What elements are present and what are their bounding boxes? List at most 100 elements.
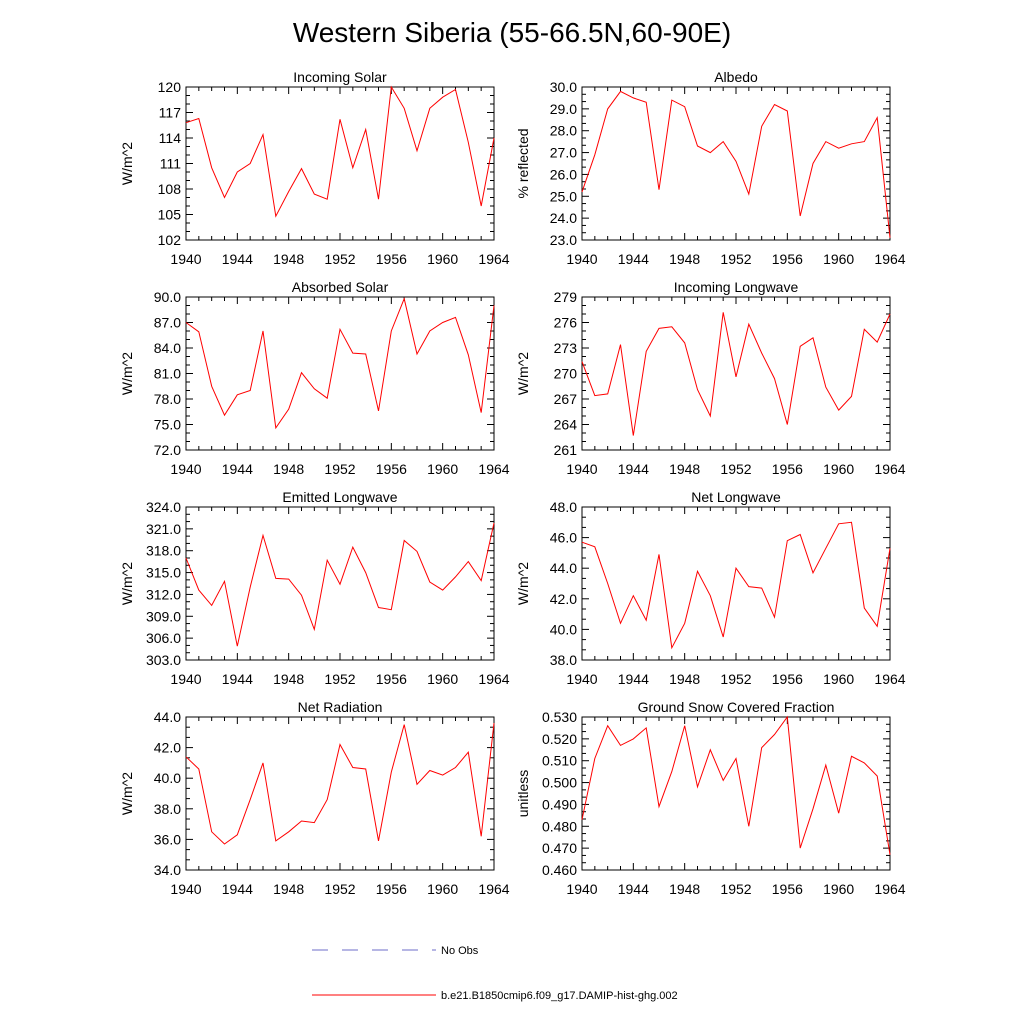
y-tick-label: 309.0 <box>146 608 181 624</box>
chart-panel-7: Net Radiation W/m^2 34.0 36.0 38.0 40.0 42.0 44… <box>119 699 510 897</box>
x-tick-label: 1956 <box>376 881 407 897</box>
y-tick-label: 108 <box>158 181 182 197</box>
y-tick-label: 0.520 <box>542 731 577 747</box>
x-tick-label: 1956 <box>376 251 407 267</box>
x-tick-label: 1940 <box>566 461 597 477</box>
y-tick-label: 270 <box>554 366 578 382</box>
y-tick-label: 0.470 <box>542 840 577 856</box>
y-tick-label: 117 <box>159 105 182 121</box>
x-tick-label: 1956 <box>772 461 803 477</box>
y-tick-label: 42.0 <box>550 591 577 607</box>
y-tick-label: 29.0 <box>550 101 577 117</box>
x-tick-label: 1948 <box>273 251 304 267</box>
x-tick-label: 1960 <box>823 881 854 897</box>
plot-frame <box>185 86 495 241</box>
y-tick-label: 315.0 <box>146 565 181 581</box>
y-tick-label: 267 <box>554 391 578 407</box>
y-axis-label: W/m^2 <box>515 352 531 395</box>
x-tick-label: 1948 <box>669 251 700 267</box>
x-tick-label: 1944 <box>222 671 253 687</box>
y-tick-label: 48.0 <box>550 499 577 515</box>
y-tick-label: 24.0 <box>550 210 577 226</box>
x-tick-label: 1960 <box>823 461 854 477</box>
plot-frame <box>581 506 891 661</box>
y-tick-label: 306.0 <box>146 630 181 646</box>
x-tick-label: 1940 <box>170 881 201 897</box>
x-tick-label: 1940 <box>170 461 201 477</box>
y-tick-label: 84.0 <box>154 340 181 356</box>
y-tick-label: 42.0 <box>154 740 181 756</box>
figure-title: Western Siberia (55-66.5N,60-90E) <box>293 17 731 48</box>
y-tick-label: 318.0 <box>146 543 181 559</box>
x-tick-label: 1964 <box>874 251 905 267</box>
x-tick-label: 1956 <box>772 671 803 687</box>
series-line <box>185 522 495 647</box>
chart-panel-1: Incoming Solar W/m^2 102 105 108 111 114 117 120… <box>119 69 510 267</box>
x-tick-label: 1952 <box>324 881 355 897</box>
y-axis-label: W/m^2 <box>515 562 531 605</box>
y-tick-label: 312.0 <box>146 586 181 602</box>
x-tick-label: 1944 <box>618 251 649 267</box>
legend-label-no-obs: No Obs <box>441 945 479 957</box>
y-tick-label: 0.480 <box>542 818 577 834</box>
y-tick-label: 27.0 <box>550 145 577 161</box>
x-tick-label: 1948 <box>273 881 304 897</box>
y-tick-label: 0.500 <box>542 775 577 791</box>
x-tick-label: 1944 <box>222 461 253 477</box>
x-tick-label: 1960 <box>427 251 458 267</box>
x-tick-label: 1964 <box>478 461 509 477</box>
plot-frame <box>581 716 891 871</box>
y-tick-label: 273 <box>554 340 578 356</box>
panel-title: Net Radiation <box>298 699 383 715</box>
y-axis-label: W/m^2 <box>119 772 135 815</box>
x-tick-label: 1952 <box>720 461 751 477</box>
panel-title: Net Longwave <box>691 489 781 505</box>
x-tick-label: 1940 <box>566 881 597 897</box>
y-axis-label: W/m^2 <box>119 352 135 395</box>
y-tick-label: 102 <box>158 232 182 248</box>
x-tick-label: 1940 <box>566 251 597 267</box>
y-tick-label: 279 <box>554 289 578 305</box>
panels: Incoming Solar W/m^2 102 105 108 111 114 117 120… <box>119 69 906 897</box>
x-tick-label: 1964 <box>478 881 509 897</box>
x-tick-label: 1948 <box>669 461 700 477</box>
plot-frame <box>185 716 495 871</box>
panel-title: Albedo <box>714 69 758 85</box>
x-tick-label: 1952 <box>324 461 355 477</box>
x-tick-label: 1960 <box>427 461 458 477</box>
y-axis-label: % reflected <box>515 128 531 198</box>
y-tick-label: 44.0 <box>154 709 181 725</box>
panel-title: Absorbed Solar <box>292 279 389 295</box>
x-tick-label: 1944 <box>222 251 253 267</box>
chart-panel-2: Albedo % reflected 23.0 24.0 25.0 26.0 27.0 28.… <box>515 69 906 267</box>
x-tick-label: 1940 <box>566 671 597 687</box>
series-line <box>581 521 891 650</box>
x-tick-label: 1948 <box>669 671 700 687</box>
y-tick-label: 28.0 <box>550 123 577 139</box>
y-tick-label: 40.0 <box>550 621 577 637</box>
y-tick-label: 34.0 <box>154 862 181 878</box>
x-tick-label: 1944 <box>222 881 253 897</box>
y-tick-label: 0.510 <box>542 753 577 769</box>
x-tick-label: 1956 <box>772 251 803 267</box>
x-tick-label: 1952 <box>324 251 355 267</box>
y-tick-label: 26.0 <box>550 166 577 182</box>
x-tick-label: 1940 <box>170 251 201 267</box>
y-axis-label: unitless <box>515 770 531 817</box>
y-tick-label: 303.0 <box>146 652 181 668</box>
x-tick-label: 1964 <box>874 671 905 687</box>
series-line <box>185 85 495 218</box>
chart-panel-3: Absorbed Solar W/m^2 72.0 75.0 78.0 81.0 84.0 8… <box>119 279 510 477</box>
y-tick-label: 75.0 <box>154 417 181 433</box>
chart-panel-6: Net Longwave W/m^2 38.0 40.0 42.0 44.0 46.0 48.… <box>515 489 906 687</box>
y-tick-label: 40.0 <box>154 770 181 786</box>
y-tick-label: 46.0 <box>550 530 577 546</box>
y-tick-label: 276 <box>554 315 578 331</box>
panel-title: Incoming Longwave <box>674 279 799 295</box>
y-tick-label: 30.0 <box>550 79 577 95</box>
x-tick-label: 1952 <box>720 251 751 267</box>
plot-frame <box>581 296 891 451</box>
y-tick-label: 261 <box>554 442 578 458</box>
x-tick-label: 1956 <box>772 881 803 897</box>
